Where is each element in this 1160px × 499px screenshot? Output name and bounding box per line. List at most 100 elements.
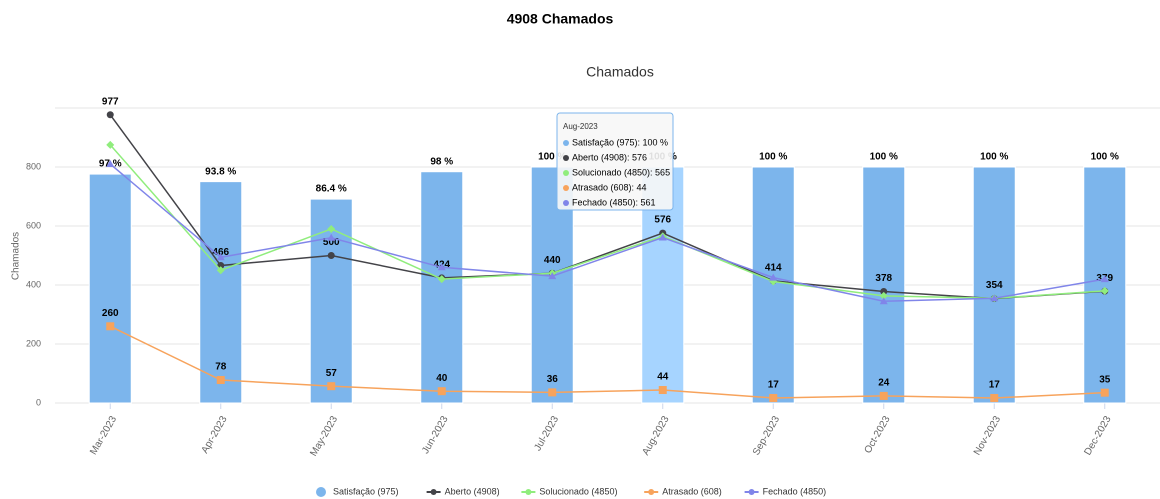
y-axis-title: Chamados [11,232,22,280]
data-label: 500 [323,237,340,248]
data-label: 40 [436,373,448,384]
tooltip-dot [563,170,569,176]
bar-label: 100 % [1091,152,1119,163]
marker [1100,286,1109,295]
bar [420,171,464,404]
x-tick-label: Dec-2023 [1082,414,1113,457]
legend-symbol [748,489,755,495]
bar-label: 86.4 % [316,184,347,195]
data-label: 17 [989,380,1001,391]
legend-symbol [525,489,532,495]
marker [990,393,999,402]
tooltip-box [556,112,674,211]
x-tick-label: Sep-2023 [751,414,782,457]
marker [106,322,115,331]
tooltip-dot [563,185,569,191]
chart-title: Chamados [586,64,654,80]
marker [1100,388,1109,397]
tooltip-line: Satisfação (975): 100 % [572,137,668,147]
bar-label: 100 % [870,152,898,163]
tooltip-line: Aberto (4908): 576 [572,152,647,162]
marker [327,224,336,233]
x-tick-label: Apr-2023 [200,414,230,456]
marker [769,273,778,281]
x-tick-label: Nov-2023 [972,414,1003,457]
legend-symbol [316,487,326,497]
data-label: 44 [657,372,669,383]
marker [106,111,114,119]
tooltip-dot [563,200,569,206]
bar [1083,166,1127,404]
marker [437,387,446,396]
marker [879,291,888,300]
bar [862,166,906,404]
data-label: 260 [102,308,119,319]
marker [548,388,557,397]
x-tick-label: Jun-2023 [420,414,451,456]
marker [658,386,667,395]
legend-label: Satisfação (975) [333,486,399,496]
x-tick-label: Mar-2023 [88,414,119,457]
marker [216,266,225,275]
data-label: 576 [654,215,671,226]
line [109,114,1105,300]
x-tick-label: Aug-2023 [640,414,671,457]
bar-label: 93.8 % [205,166,236,177]
marker [327,382,336,391]
line [109,163,1105,302]
marker [216,375,225,384]
data-label: 414 [765,263,782,274]
marker [437,275,446,284]
line [109,325,1105,399]
tooltip-line: Atrasado (608): 44 [572,182,647,192]
marker [990,294,999,302]
data-label: 35 [1099,374,1111,385]
marker [437,263,446,271]
legend-label: Atrasado (608) [662,486,722,496]
tooltip-line: Solucionado (4850): 565 [572,167,670,177]
data-label: 57 [326,368,338,379]
marker [879,297,888,305]
page-title: 4908 Chamados [507,11,614,27]
marker [769,393,778,402]
tooltip-dot [563,140,569,146]
data-label: 354 [986,280,1003,291]
tooltip: Aug-2023 Satisfação (975): 100 % Aberto (4… [556,112,674,211]
tooltip-line: Fechado (4850): 561 [572,197,656,207]
marker [658,233,667,241]
y-tick-label: 200 [26,338,41,348]
x-tick-label: Oct-2023 [863,414,893,456]
tooltip-dot [563,155,569,161]
marker [106,160,115,168]
y-tick-label: 0 [36,397,41,407]
data-label: 24 [878,378,890,389]
y-tick-label: 800 [26,161,41,171]
x-tick-label: May-2023 [308,414,340,458]
marker [880,287,888,295]
data-label: 36 [547,374,559,385]
bar-label: 98 % [430,156,453,167]
line [109,144,1105,300]
marker [1100,275,1109,283]
legend-label: Solucionado (4850) [539,486,617,496]
data-label: 378 [875,273,892,284]
data-label: 17 [768,380,780,391]
legend-symbol [430,489,437,495]
y-tick-label: 400 [26,279,41,289]
y-tick-label: 600 [26,220,41,230]
data-label: 466 [212,247,229,258]
legend-label: Fechado (4850) [763,486,827,496]
data-label: 977 [102,96,119,107]
marker [879,391,888,400]
data-label: 78 [215,362,227,373]
marker [216,253,225,261]
marker [548,272,557,280]
x-tick-label: Jul-2023 [532,414,561,453]
bar-label: 100 % [759,152,787,163]
bar [309,198,353,404]
tooltip-title: Aug-2023 [563,122,598,131]
data-label: 440 [544,255,561,266]
bar-label: 100 % [538,152,566,163]
